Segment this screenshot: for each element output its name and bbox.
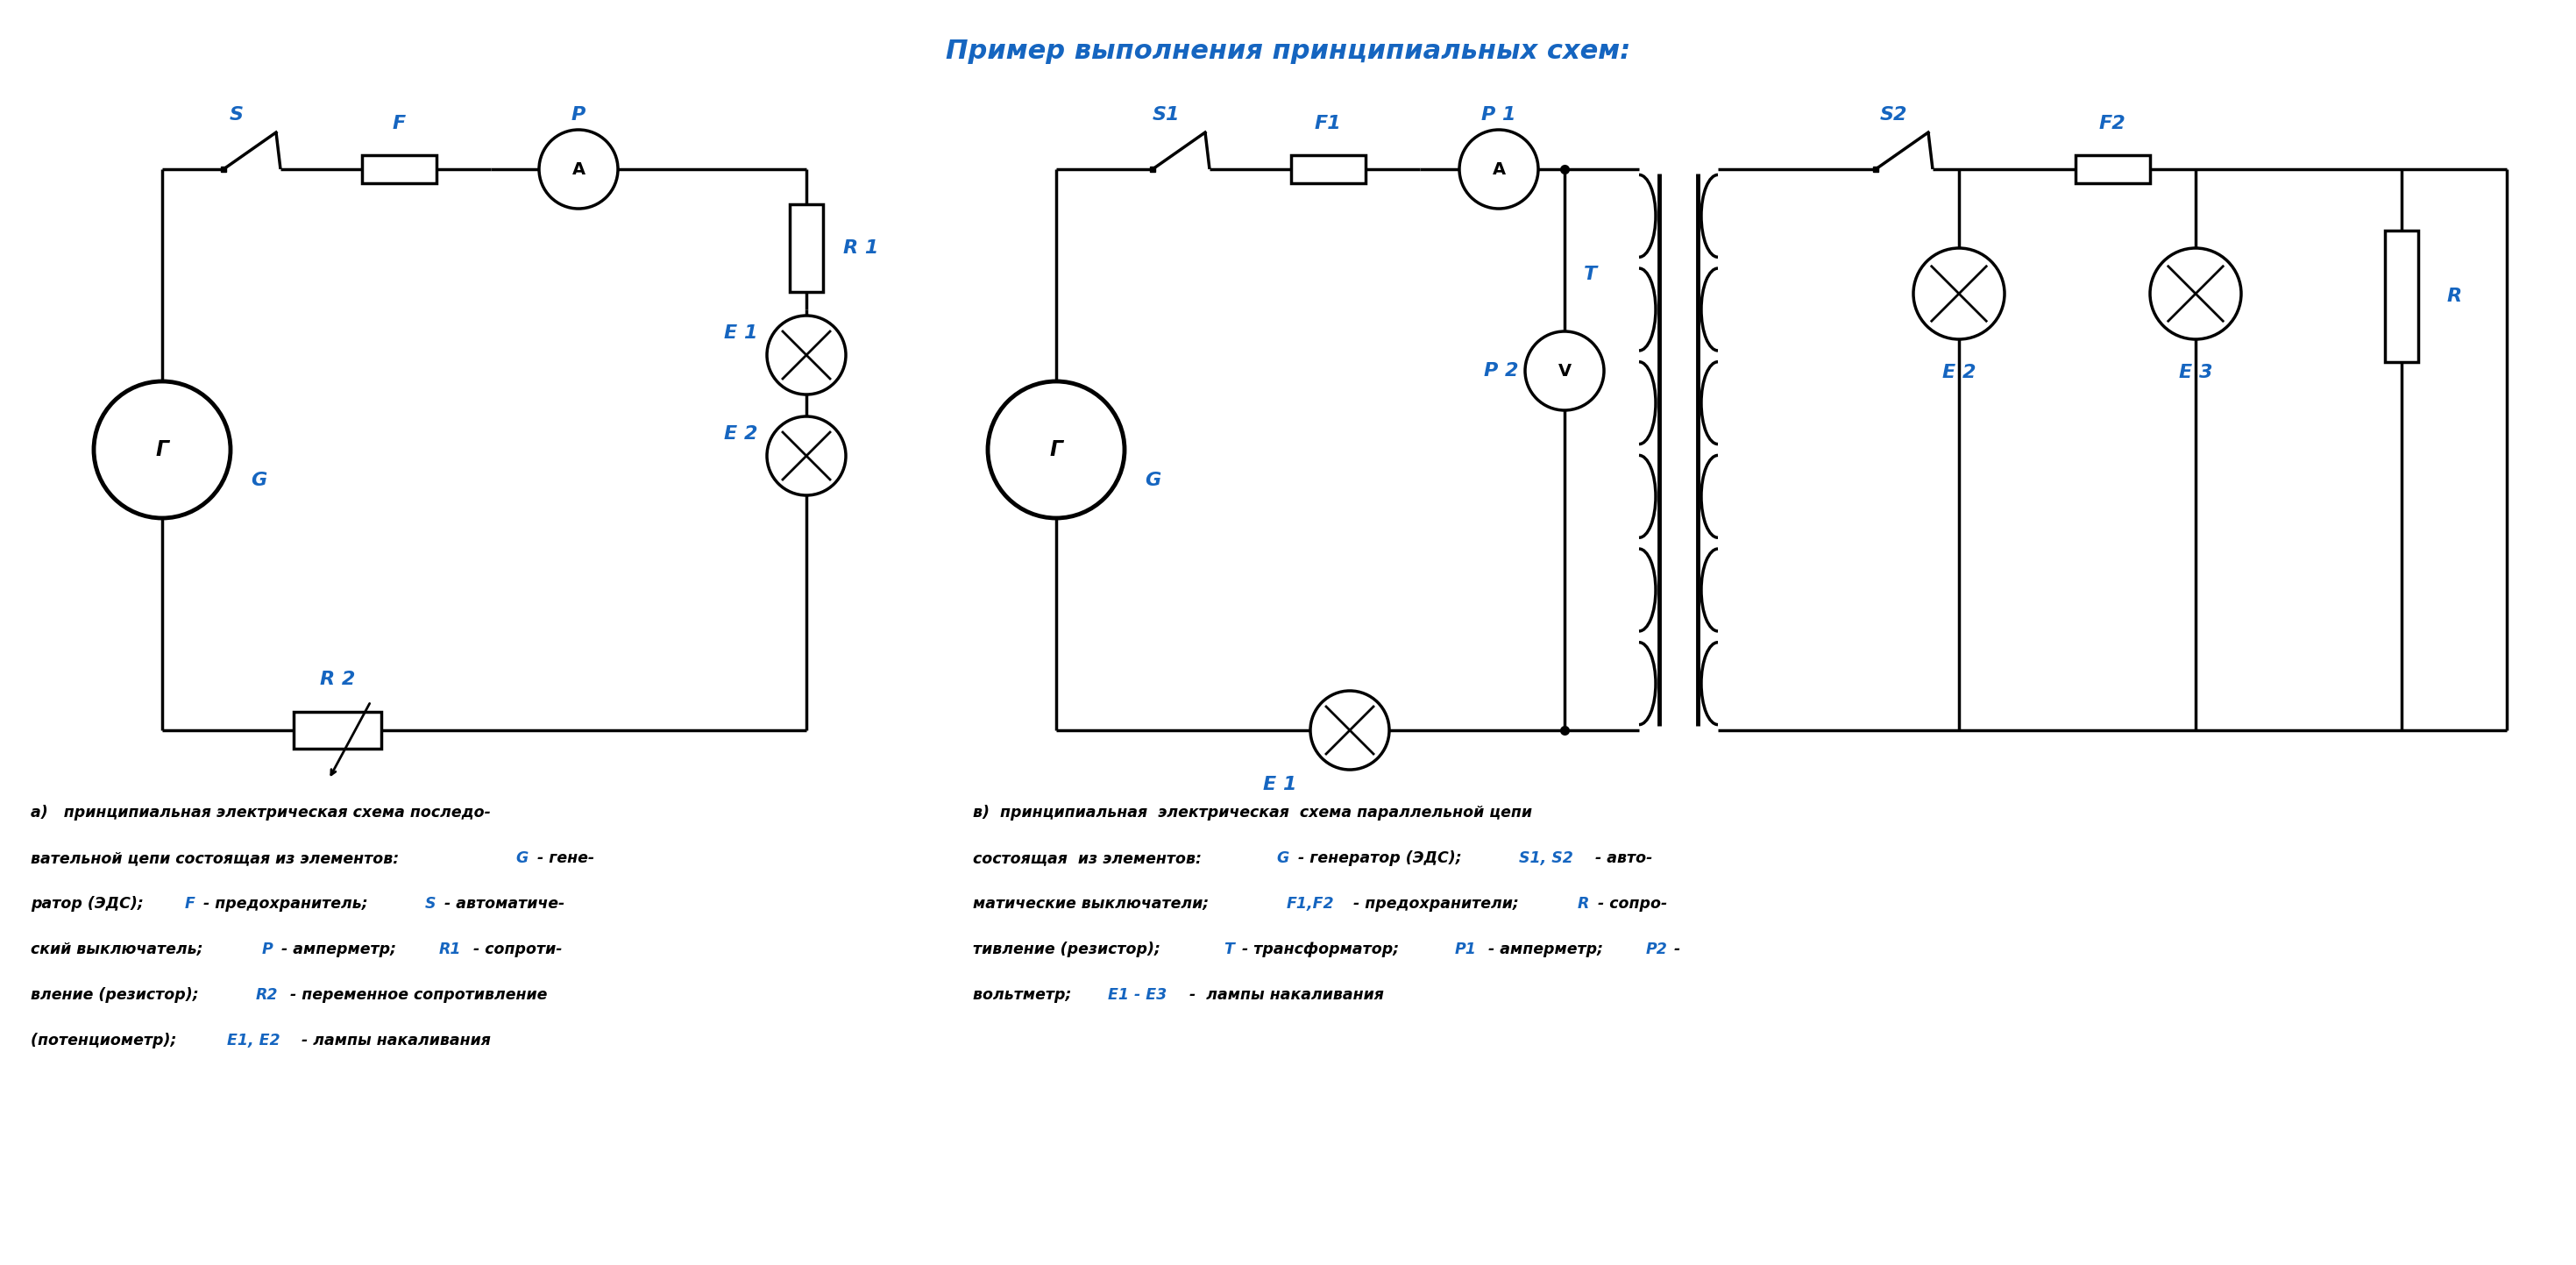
Circle shape xyxy=(1914,248,2004,339)
Text: G: G xyxy=(250,472,265,490)
Text: R2: R2 xyxy=(255,987,278,1003)
Text: P: P xyxy=(572,106,585,124)
Text: -: - xyxy=(1674,941,1680,958)
Text: - амперметр;: - амперметр; xyxy=(1484,941,1607,958)
Text: A: A xyxy=(1492,161,1504,177)
Text: A: A xyxy=(572,161,585,177)
Text: вление (резистор);: вление (резистор); xyxy=(31,987,204,1003)
Text: - гене-: - гене- xyxy=(533,850,595,867)
Text: G: G xyxy=(1144,472,1162,490)
Text: вольтметр;: вольтметр; xyxy=(974,987,1077,1003)
Circle shape xyxy=(1525,331,1605,410)
Text: R 2: R 2 xyxy=(319,670,355,688)
Text: - лампы накаливания: - лампы накаливания xyxy=(296,1032,489,1049)
Text: E 2: E 2 xyxy=(724,425,757,443)
Circle shape xyxy=(1311,691,1388,769)
Text: S: S xyxy=(229,106,245,124)
Text: P1: P1 xyxy=(1455,941,1476,958)
Bar xyxy=(1291,156,1365,183)
Text: - переменное сопротивление: - переменное сопротивление xyxy=(286,987,546,1003)
Text: E 3: E 3 xyxy=(2179,364,2213,381)
Text: - предохранитель;: - предохранитель; xyxy=(198,896,374,912)
Text: -  лампы накаливания: - лампы накаливания xyxy=(1185,987,1383,1003)
Bar xyxy=(791,204,822,292)
Text: - сопро-: - сопро- xyxy=(1592,896,1667,912)
Circle shape xyxy=(987,381,1126,519)
Text: T: T xyxy=(1224,941,1234,958)
Bar xyxy=(294,712,381,749)
Text: S1: S1 xyxy=(1151,106,1180,124)
Text: V: V xyxy=(1558,363,1571,380)
Text: E1 - E3: E1 - E3 xyxy=(1108,987,1167,1003)
Text: Г: Г xyxy=(1048,439,1064,460)
Text: - автоматиче-: - автоматиче- xyxy=(440,896,564,912)
Text: G: G xyxy=(515,850,528,867)
Text: E 1: E 1 xyxy=(724,324,757,342)
Text: - сопроти-: - сопроти- xyxy=(469,941,562,958)
Circle shape xyxy=(768,315,845,395)
Text: S1, S2: S1, S2 xyxy=(1520,850,1574,867)
Text: - трансформатор;: - трансформатор; xyxy=(1236,941,1404,958)
Text: - генератор (ЭДС);: - генератор (ЭДС); xyxy=(1293,850,1468,867)
Text: E 1: E 1 xyxy=(1262,775,1296,793)
Text: - авто-: - авто- xyxy=(1589,850,1651,867)
Text: ратор (ЭДС);: ратор (ЭДС); xyxy=(31,896,149,912)
Text: ский выключатель;: ский выключатель; xyxy=(31,941,209,958)
Text: F1,F2: F1,F2 xyxy=(1285,896,1334,912)
Text: R: R xyxy=(2447,287,2463,305)
Text: - предохранители;: - предохранители; xyxy=(1347,896,1525,912)
Text: F1: F1 xyxy=(1314,115,1342,133)
Text: (потенциометр);: (потенциометр); xyxy=(31,1032,183,1049)
Text: G: G xyxy=(1278,850,1291,867)
Text: T: T xyxy=(1584,266,1597,283)
Text: F: F xyxy=(185,896,196,912)
Text: R: R xyxy=(1577,896,1589,912)
Text: - амперметр;: - амперметр; xyxy=(276,941,402,958)
Text: Пример выполнения принципиальных схем:: Пример выполнения принципиальных схем: xyxy=(945,38,1631,63)
Text: R1: R1 xyxy=(438,941,461,958)
Circle shape xyxy=(768,416,845,496)
Text: тивление (резистор);: тивление (резистор); xyxy=(974,941,1167,958)
Text: вательной цепи состоящая из элементов:: вательной цепи состоящая из элементов: xyxy=(31,850,404,867)
Text: S2: S2 xyxy=(1880,106,1906,124)
Text: матические выключатели;: матические выключатели; xyxy=(974,896,1213,912)
Circle shape xyxy=(1461,130,1538,209)
Text: E 2: E 2 xyxy=(1942,364,1976,381)
Text: Г: Г xyxy=(155,439,167,460)
Text: F: F xyxy=(392,115,404,133)
Text: S: S xyxy=(425,896,435,912)
Circle shape xyxy=(2151,248,2241,339)
Text: P 1: P 1 xyxy=(1481,106,1517,124)
Text: P: P xyxy=(260,941,273,958)
Bar xyxy=(2385,230,2419,362)
Bar xyxy=(2076,156,2148,183)
Text: P2: P2 xyxy=(1646,941,1667,958)
Text: P 2: P 2 xyxy=(1484,362,1520,380)
Text: а)   принципиальная электрическая схема последо-: а) принципиальная электрическая схема по… xyxy=(31,805,489,821)
Text: F2: F2 xyxy=(2099,115,2125,133)
Text: E1, E2: E1, E2 xyxy=(227,1032,281,1049)
Text: R 1: R 1 xyxy=(842,239,878,257)
Circle shape xyxy=(538,130,618,209)
Bar xyxy=(361,156,435,183)
Text: состоящая  из элементов:: состоящая из элементов: xyxy=(974,850,1208,867)
Circle shape xyxy=(93,381,229,519)
Text: в)  принципиальная  электрическая  схема параллельной цепи: в) принципиальная электрическая схема па… xyxy=(974,805,1533,821)
